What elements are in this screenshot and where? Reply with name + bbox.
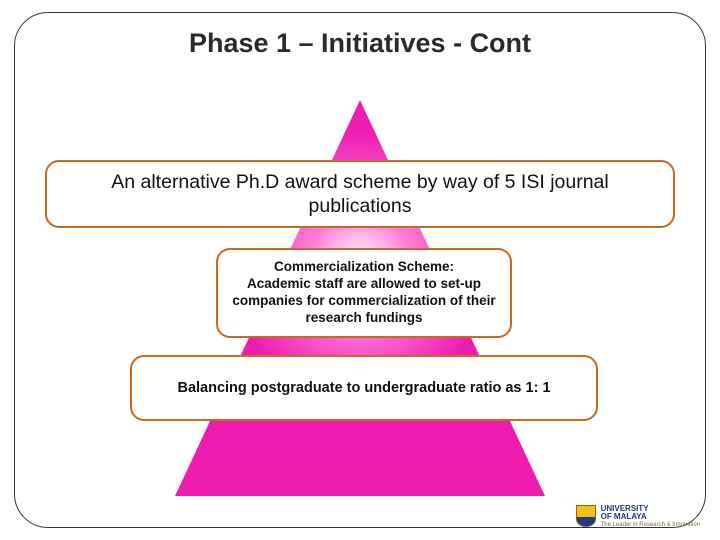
box-commercialization-title: Commercialization Scheme:: [274, 259, 454, 274]
box-phd-text: An alternative Ph.D award scheme by way …: [60, 170, 661, 219]
crest-icon: [576, 505, 596, 527]
box-commercialization-body: Academic staff are allowed to set-up com…: [232, 276, 495, 325]
logo-line2: OF MALAYA: [601, 512, 647, 521]
logo-tagline: The Leader in Research & Innovation: [601, 522, 700, 528]
box-commercialization: Commercialization Scheme: Academic staff…: [216, 248, 512, 338]
box-ratio: Balancing postgraduate to undergraduate …: [130, 355, 598, 421]
box-commercialization-text: Commercialization Scheme: Academic staff…: [224, 259, 504, 327]
box-phd-scheme: An alternative Ph.D award scheme by way …: [45, 160, 675, 228]
university-logo: UNIVERSITY OF MALAYA The Leader in Resea…: [576, 505, 700, 528]
slide: Phase 1 – Initiatives - Cont An alternat…: [0, 0, 720, 540]
logo-text: UNIVERSITY OF MALAYA The Leader in Resea…: [601, 505, 700, 528]
box-ratio-text: Balancing postgraduate to undergraduate …: [141, 379, 586, 397]
slide-title: Phase 1 – Initiatives - Cont: [0, 28, 720, 59]
